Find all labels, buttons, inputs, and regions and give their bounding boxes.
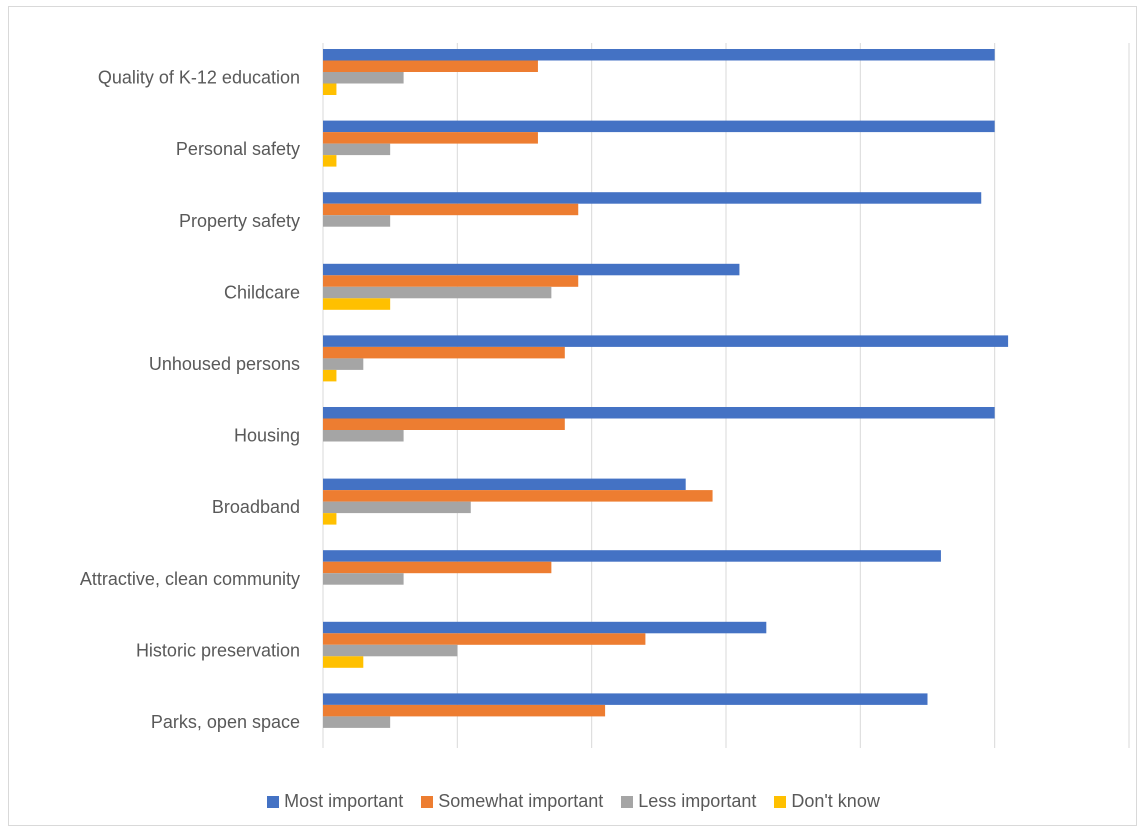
bar-don-t-know-0 <box>323 84 336 96</box>
bar-most-important-8 <box>323 622 766 634</box>
bar-somewhat-important-7 <box>323 562 551 574</box>
category-label: Parks, open space <box>151 712 300 732</box>
bar-less-important-6 <box>323 502 471 513</box>
bar-most-important-0 <box>323 49 995 61</box>
legend: Most important Somewhat important Less imp… <box>0 791 1147 812</box>
bar-somewhat-important-3 <box>323 275 578 287</box>
category-label: Unhoused persons <box>149 354 300 374</box>
category-label: Quality of K-12 education <box>98 68 300 88</box>
bar-don-t-know-3 <box>323 298 390 310</box>
bar-somewhat-important-6 <box>323 490 713 502</box>
bar-most-important-6 <box>323 479 686 491</box>
bar-don-t-know-6 <box>323 513 336 525</box>
category-label: Housing <box>234 426 300 446</box>
bar-somewhat-important-4 <box>323 347 565 359</box>
bar-don-t-know-1 <box>323 155 336 167</box>
bar-less-important-1 <box>323 144 390 156</box>
bar-less-important-0 <box>323 72 404 84</box>
bar-less-important-7 <box>323 573 404 585</box>
bar-most-important-1 <box>323 121 995 133</box>
bar-somewhat-important-0 <box>323 61 538 73</box>
category-label: Personal safety <box>176 139 300 159</box>
bar-don-t-know-4 <box>323 370 336 382</box>
category-label: Broadband <box>212 497 300 517</box>
bar-most-important-5 <box>323 407 995 419</box>
legend-label: Less important <box>638 791 756 812</box>
legend-label: Somewhat important <box>438 791 603 812</box>
legend-swatch <box>267 796 279 808</box>
bar-somewhat-important-1 <box>323 132 538 144</box>
legend-item: Don't know <box>774 791 879 812</box>
bar-most-important-4 <box>323 335 1008 347</box>
bar-somewhat-important-2 <box>323 204 578 216</box>
bar-somewhat-important-9 <box>323 705 605 717</box>
bars <box>323 49 1008 728</box>
bar-less-important-2 <box>323 215 390 227</box>
bar-most-important-7 <box>323 550 941 562</box>
bar-most-important-2 <box>323 192 981 204</box>
legend-item: Somewhat important <box>421 791 603 812</box>
bar-less-important-5 <box>323 430 404 442</box>
category-labels: Quality of K-12 education Personal safety… <box>80 68 300 732</box>
bar-less-important-3 <box>323 287 551 299</box>
bar-less-important-4 <box>323 358 363 370</box>
bar-most-important-9 <box>323 693 928 705</box>
bar-somewhat-important-8 <box>323 633 645 645</box>
bar-most-important-3 <box>323 264 739 276</box>
legend-label: Don't know <box>791 791 879 812</box>
category-label: Historic preservation <box>136 640 300 660</box>
category-label: Childcare <box>224 282 300 302</box>
bar-don-t-know-8 <box>323 656 363 668</box>
legend-swatch <box>421 796 433 808</box>
legend-label: Most important <box>284 791 403 812</box>
legend-item: Most important <box>267 791 403 812</box>
legend-item: Less important <box>621 791 756 812</box>
legend-swatch <box>621 796 633 808</box>
category-label: Attractive, clean community <box>80 569 300 589</box>
category-label: Property safety <box>179 211 300 231</box>
bar-less-important-8 <box>323 645 457 657</box>
bar-somewhat-important-5 <box>323 419 565 431</box>
legend-swatch <box>774 796 786 808</box>
bar-less-important-9 <box>323 716 390 728</box>
